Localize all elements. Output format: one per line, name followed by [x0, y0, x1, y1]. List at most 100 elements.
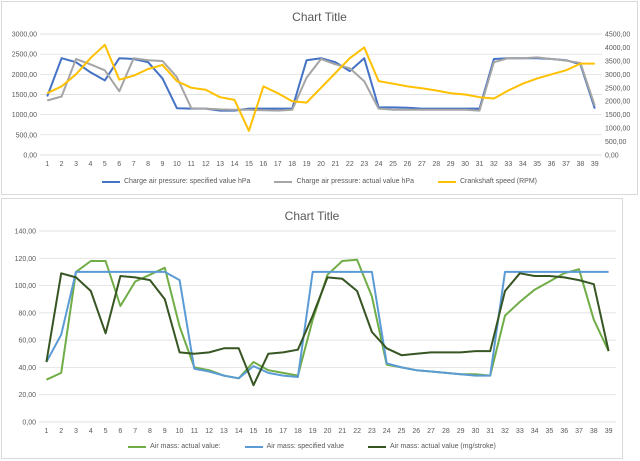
x-tick-label: 3 [74, 161, 78, 168]
x-tick-label: 2 [60, 161, 64, 168]
x-tick-label: 35 [546, 428, 554, 435]
chart-panel-top: Chart Title 0,00 500,00 1000,00 1500,00 2000… [1, 1, 638, 195]
y-tick-label: 1500,00 [12, 92, 37, 99]
x-tick-label: 36 [560, 428, 568, 435]
x-tick-label: 21 [332, 161, 340, 168]
x-tick-label: 22 [353, 428, 361, 435]
legend-item: Air mass: actual value (mg/stroke) [368, 443, 496, 450]
x-tick-label: 29 [457, 428, 465, 435]
x-tick-label: 26 [412, 428, 420, 435]
y2-tick-label: 1500,00 [605, 112, 630, 119]
x-tick-label: 7 [133, 428, 137, 435]
y-tick-label: 0,00 [22, 420, 36, 427]
x-tick-label: 28 [432, 161, 440, 168]
x-tick-label: 12 [202, 161, 210, 168]
y2-tick-label: 3000,00 [605, 72, 630, 79]
x-tick-label: 16 [264, 428, 272, 435]
x-tick-label: 32 [490, 161, 498, 168]
legend-swatch [244, 445, 263, 448]
y-tick-label: 2000,00 [12, 72, 37, 79]
x-tick-label: 11 [188, 161, 195, 168]
x-tick-label: 19 [303, 161, 311, 168]
y-tick-label: 3000,00 [12, 32, 37, 39]
x-tick-label: 32 [501, 428, 509, 435]
x-tick-label: 23 [360, 161, 368, 168]
chart-panel-bottom: Chart Title 0,00 20,00 40,00 60,00 80,00 100,… [1, 198, 623, 459]
legend-item: Air mass: specified value [244, 443, 345, 450]
x-tick-label: 34 [531, 428, 539, 435]
legend-label: Air mass: actual value: [150, 443, 221, 450]
legend-bottom: Air mass: actual value: Air mass: specif… [2, 443, 622, 450]
x-tick-label: 9 [163, 428, 167, 435]
x-tick-label: 34 [519, 161, 527, 168]
x-tick-label: 25 [398, 428, 406, 435]
x-tick-label: 25 [389, 161, 397, 168]
x-tick-label: 30 [472, 428, 480, 435]
x-tick-label: 31 [476, 161, 484, 168]
x-tick-label: 27 [427, 428, 435, 435]
x-tick-label: 15 [245, 161, 253, 168]
x-tick-label: 35 [533, 161, 541, 168]
x-tick-label: 18 [294, 428, 302, 435]
legend-item: Air mass: actual value: [128, 443, 221, 450]
y2-tick-label: 4000,00 [605, 45, 630, 52]
chart-plot-bottom: 0,00 20,00 40,00 60,00 80,00 100,00 120,00 140,… [15, 229, 616, 435]
legend-item: Charge air pressure: actual value hPa [274, 178, 414, 185]
y2-tick-label: 3500,00 [605, 58, 630, 65]
x-tick-label: 37 [575, 428, 583, 435]
y-tick-label: 2500,00 [12, 52, 37, 59]
x-tick-label: 39 [605, 428, 613, 435]
y-tick-label: 100,00 [15, 283, 37, 290]
y2-tick-label: 1000,00 [605, 126, 630, 133]
legend-swatch [101, 180, 120, 183]
x-tick-label: 4 [88, 161, 92, 168]
legend-label: Air mass: actual value (mg/stroke) [390, 443, 496, 450]
y-tick-label: 1000,00 [12, 112, 37, 119]
legend-swatch [437, 180, 456, 183]
x-tick-label: 23 [368, 428, 376, 435]
x-tick-label: 17 [279, 428, 287, 435]
x-tick-label: 33 [504, 161, 512, 168]
x-tick-label: 7 [132, 161, 136, 168]
x-tick-label: 21 [338, 428, 346, 435]
x-tick-label: 16 [259, 161, 267, 168]
series-line [46, 43, 595, 132]
y2-tick-label: 2500,00 [605, 85, 630, 92]
x-tick-label: 15 [250, 428, 258, 435]
y-tick-label: 20,00 [18, 392, 36, 399]
x-tick-label: 20 [324, 428, 332, 435]
y-tick-label: 500,00 [16, 132, 38, 139]
x-tick-label: 30 [461, 161, 469, 168]
x-tick-label: 2 [59, 428, 63, 435]
series-line [45, 270, 609, 380]
y2-tick-label: 0,00 [605, 153, 619, 160]
y-tick-label: 60,00 [18, 338, 36, 345]
legend-swatch [274, 180, 293, 183]
x-tick-label: 18 [288, 161, 296, 168]
y2-tick-label: 2000,00 [605, 99, 630, 106]
x-tick-label: 4 [89, 428, 93, 435]
x-tick-label: 39 [591, 161, 599, 168]
y-tick-label: 0,00 [23, 153, 37, 160]
x-tick-label: 28 [442, 428, 450, 435]
chart-title-bottom: Chart Title [284, 209, 340, 223]
x-tick-label: 36 [548, 161, 556, 168]
y-tick-label: 80,00 [18, 310, 36, 317]
y-tick-label: 120,00 [15, 256, 37, 263]
legend-top: Charge air pressure: specified value hPa… [2, 178, 637, 185]
x-tick-label: 20 [317, 161, 325, 168]
x-tick-label: 5 [103, 161, 107, 168]
x-tick-label: 8 [148, 428, 152, 435]
legend-swatch [128, 445, 147, 448]
legend-item: Crankshaft speed (RPM) [437, 178, 537, 185]
x-tick-label: 1 [45, 161, 49, 168]
x-tick-label: 19 [309, 428, 317, 435]
x-tick-label: 24 [383, 428, 391, 435]
x-tick-label: 8 [146, 161, 150, 168]
y-tick-label: 40,00 [18, 365, 36, 372]
legend-label: Air mass: specified value [266, 443, 345, 450]
x-tick-label: 6 [118, 428, 122, 435]
x-tick-label: 22 [346, 161, 354, 168]
legend-label: Crankshaft speed (RPM) [459, 178, 537, 185]
x-tick-label: 6 [117, 161, 121, 168]
